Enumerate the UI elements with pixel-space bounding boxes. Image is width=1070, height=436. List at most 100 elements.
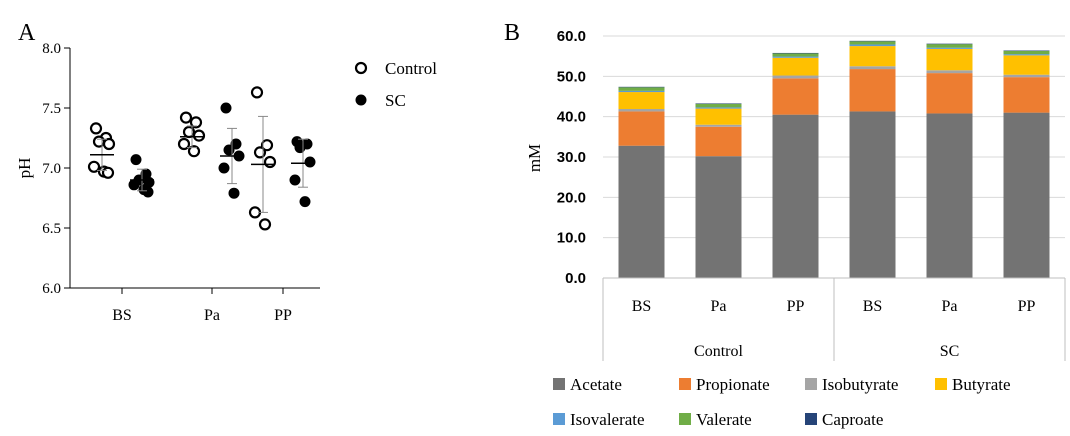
bar-segment-caproate <box>772 52 819 54</box>
legend-label: Caproate <box>822 410 883 429</box>
bar-segment-valerate <box>849 41 896 45</box>
bar-segment-acetate <box>618 145 665 278</box>
bar-segment-propionate <box>618 111 665 146</box>
legend-marker <box>354 61 368 75</box>
bar-segment-caproate <box>1003 50 1050 52</box>
bar-segment-acetate <box>849 111 896 278</box>
legend-marker <box>355 94 367 106</box>
bar-segment-acetate <box>926 113 973 278</box>
bar-segment-propionate <box>772 78 819 115</box>
y-axis-label: pH <box>15 158 34 179</box>
legend: Control SC <box>354 59 437 110</box>
bar-segment-valerate <box>772 53 819 57</box>
sc-data-point <box>230 138 242 150</box>
y-tick-label: 0.0 <box>565 270 586 287</box>
control-data-point <box>260 139 274 152</box>
sc-data-point <box>142 186 154 198</box>
control-data-point <box>192 129 206 142</box>
x-tick-label: BS <box>863 298 883 315</box>
sc-data-point <box>299 196 311 208</box>
control-data-point <box>177 137 191 151</box>
bar-segment-butyrate <box>618 92 665 110</box>
control-data-point <box>102 137 116 151</box>
y-tick-label: 7.0 <box>42 161 61 177</box>
control-data-point <box>179 111 193 124</box>
control-data-point <box>189 116 203 129</box>
bar-segment-caproate <box>849 40 896 42</box>
bar-segment-isovalerate <box>926 47 973 49</box>
y-tick-label: 10.0 <box>557 230 586 247</box>
bar-segment-butyrate <box>1003 55 1050 75</box>
bar-segment-valerate <box>926 44 973 48</box>
legend-label: Butyrate <box>952 375 1011 394</box>
control-data-point <box>89 122 103 135</box>
control-data-point <box>263 155 277 169</box>
x-tick-label: Pa <box>942 298 958 315</box>
y-tick-label: 30.0 <box>557 149 586 166</box>
legend-label: Valerate <box>696 410 752 429</box>
x-tick-label: BS <box>632 298 652 315</box>
y-tick-label: 50.0 <box>557 68 586 85</box>
panel-b-letter: B <box>504 20 520 46</box>
bar-segment-butyrate <box>926 48 973 71</box>
legend-swatch <box>805 413 817 425</box>
bar-segment-isobutyrate <box>695 124 742 127</box>
bar-segment-isovalerate <box>1003 54 1050 56</box>
bar-segment-valerate <box>695 103 742 108</box>
bar-segment-propionate <box>926 73 973 114</box>
sc-data-point <box>228 187 240 199</box>
bar-segment-butyrate <box>695 108 742 125</box>
bar-segment-isobutyrate <box>618 109 665 112</box>
bar-segment-isovalerate <box>772 56 819 58</box>
group-label: Control <box>694 343 743 360</box>
bar-segment-butyrate <box>849 46 896 67</box>
control-data-point <box>258 218 272 231</box>
panel-a-ph-chart: A pH 6.0 6.5 7.0 7.5 8.0 BS Pa PP Control SC <box>15 20 437 324</box>
y-tick-label: 6.5 <box>42 221 61 237</box>
bar-segment-acetate <box>695 156 742 278</box>
bar-segment-isovalerate <box>695 107 742 109</box>
x-tick-label: Pa <box>711 298 727 315</box>
group-label: SC <box>940 343 960 360</box>
control-data-point <box>87 160 101 173</box>
control-data-point <box>187 145 201 158</box>
bar-segment-valerate <box>1003 50 1050 55</box>
y-axis-label: mM <box>525 144 544 172</box>
sc-data-point <box>304 156 316 168</box>
legend-swatch <box>553 413 565 425</box>
legend-swatch <box>805 378 817 390</box>
bar-segment-isobutyrate <box>772 75 819 79</box>
x-tick-label: Pa <box>204 307 220 324</box>
bar-segment-propionate <box>849 69 896 112</box>
bar-segment-propionate <box>1003 77 1050 113</box>
legend-swatch <box>935 378 947 390</box>
legend: Acetate Propionate Isobutyrate Butyrate Isov… <box>553 375 1011 429</box>
bar-segment-caproate <box>695 103 742 104</box>
bar-segment-caproate <box>618 86 665 88</box>
y-tick-label: 60.0 <box>557 28 586 45</box>
legend-label: Acetate <box>570 375 622 394</box>
y-tick-label: 40.0 <box>557 109 586 126</box>
y-tick-label: 8.0 <box>42 41 61 57</box>
bar-segment-isobutyrate <box>1003 74 1050 78</box>
sc-data-point <box>128 179 140 191</box>
bar-segment-isovalerate <box>618 90 665 93</box>
sc-data-point <box>289 174 301 186</box>
sc-data-point <box>220 102 232 114</box>
x-tick-label: PP <box>274 307 292 324</box>
y-tick-label: 7.5 <box>42 101 61 117</box>
sc-data-point <box>130 154 142 166</box>
y-tick-label: 6.0 <box>42 281 61 297</box>
y-tick-label: 20.0 <box>557 189 586 206</box>
legend-label: Isovalerate <box>570 410 645 429</box>
legend-label: Propionate <box>696 375 770 394</box>
x-tick-label: BS <box>112 307 132 324</box>
panel-b-scfa-chart: B mM 0.0 10.0 20.0 30.0 40.0 50.0 60.0 BS Pa PP B… <box>504 20 1066 429</box>
legend-label: SC <box>385 91 406 110</box>
sc-data-point <box>218 162 230 174</box>
bar-segment-valerate <box>618 87 665 91</box>
bar-segment-acetate <box>1003 112 1050 278</box>
x-tick-label: PP <box>1018 298 1036 315</box>
legend-label: Control <box>385 59 437 78</box>
